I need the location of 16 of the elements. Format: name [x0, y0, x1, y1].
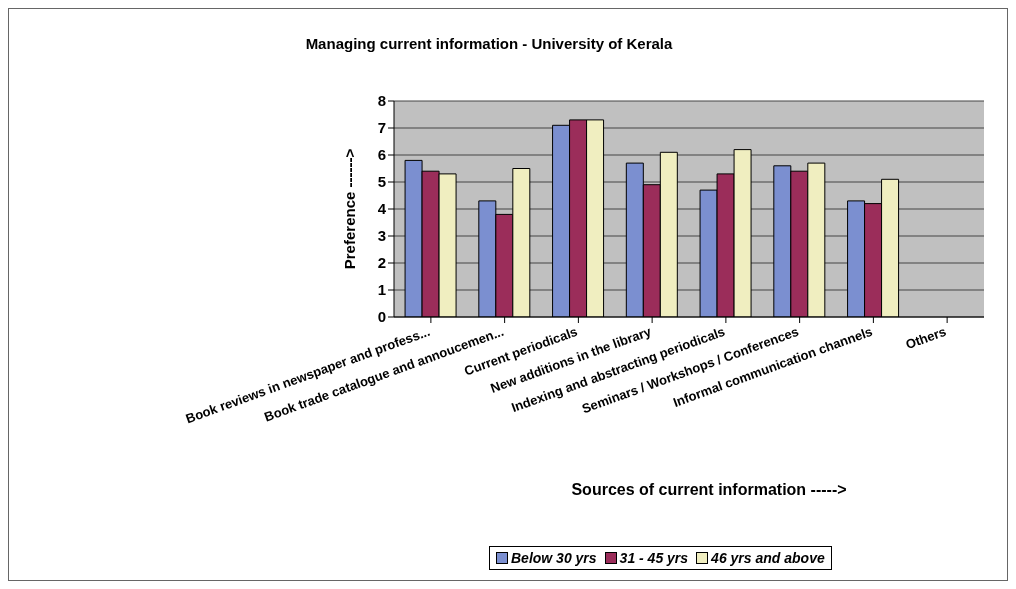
y-tick-label: 6	[377, 146, 386, 164]
legend-label: 31 - 45 yrs	[618, 550, 689, 566]
legend-label: 46 yrs and above	[710, 550, 825, 566]
y-tick-label: 7	[377, 119, 386, 137]
y-axis-title: Preference ------>	[340, 148, 358, 270]
y-tick-label: 1	[377, 281, 386, 299]
chart-title: Managing current information - University of Kerala	[304, 35, 674, 52]
legend-label: Below 30 yrs	[510, 550, 597, 566]
x-tick-label: Others	[903, 323, 949, 353]
y-tick-label: 4	[377, 200, 387, 218]
y-tick-label: 0	[377, 308, 386, 326]
y-tick-label: 3	[377, 227, 386, 245]
y-tick-label: 5	[377, 173, 386, 191]
x-axis-title: Sources of current information ----->	[570, 481, 848, 499]
y-tick-label: 2	[377, 254, 386, 272]
y-tick-label: 8	[377, 92, 386, 110]
